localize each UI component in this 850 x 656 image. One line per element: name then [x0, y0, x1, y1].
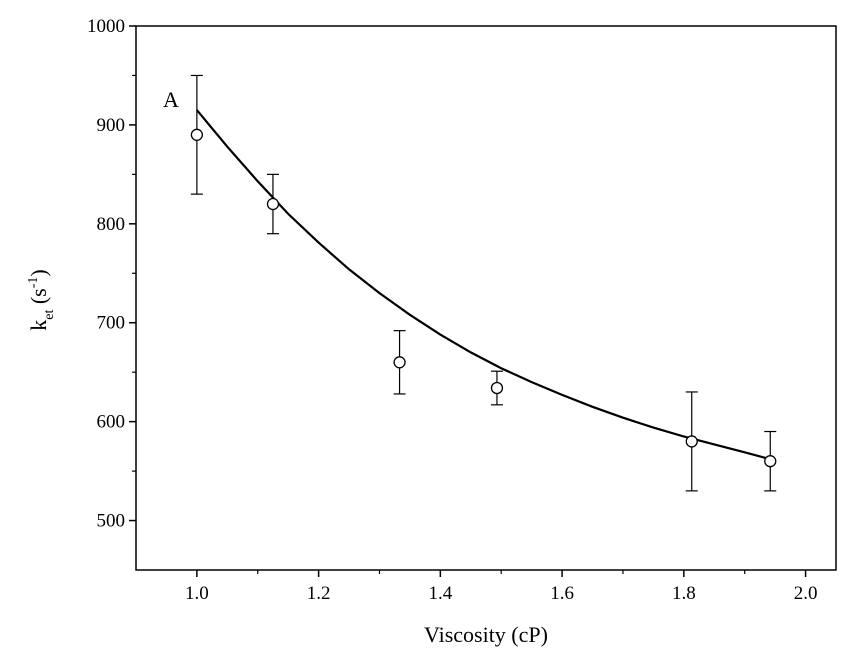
y-tick-label: 900 [97, 115, 126, 136]
fit-curve [196, 109, 771, 461]
x-tick-label: 2.0 [794, 583, 818, 604]
y-tick-label: 600 [97, 412, 126, 433]
x-tick-label: 1.8 [672, 583, 696, 604]
data-marker [266, 197, 280, 211]
x-tick-label: 1.4 [428, 583, 452, 604]
y-axis-title-close: ) [26, 269, 51, 276]
x-axis-title: Viscosity (cP) [424, 622, 548, 647]
y-axis-title-base: k [26, 320, 51, 331]
y-axis-title-unit: (s [26, 288, 51, 309]
x-axis-ticks: 1.0 1.2 1.4 1.6 1.8 2.0 [185, 570, 817, 604]
y-axis-title: ket (s-1) [26, 269, 57, 331]
panel-label: A [163, 87, 179, 112]
data-point [685, 391, 698, 492]
data-marker [490, 381, 504, 395]
plot-frame [135, 25, 837, 571]
data-marker [393, 356, 406, 369]
y-axis-title-superscript: -1 [26, 277, 41, 289]
data-point [764, 430, 777, 492]
x-tick-label: 1.0 [185, 583, 209, 604]
x-tick-label: 1.2 [307, 583, 331, 604]
y-tick-label: 800 [97, 214, 126, 235]
data-point [190, 74, 204, 195]
y-axis-ticks: 500 600 700 800 900 1000 [87, 16, 136, 532]
y-axis-title-subscript: et [42, 310, 57, 320]
data-point [266, 173, 280, 235]
y-tick-label: 700 [97, 313, 126, 334]
data-point [393, 330, 406, 395]
data-points [190, 74, 777, 492]
data-point [490, 370, 504, 406]
data-marker [764, 455, 777, 468]
x-tick-label: 1.6 [550, 583, 574, 604]
y-tick-label: 1000 [87, 16, 125, 37]
data-marker [190, 128, 204, 141]
y-tick-label: 500 [97, 511, 126, 532]
data-marker [685, 435, 698, 448]
